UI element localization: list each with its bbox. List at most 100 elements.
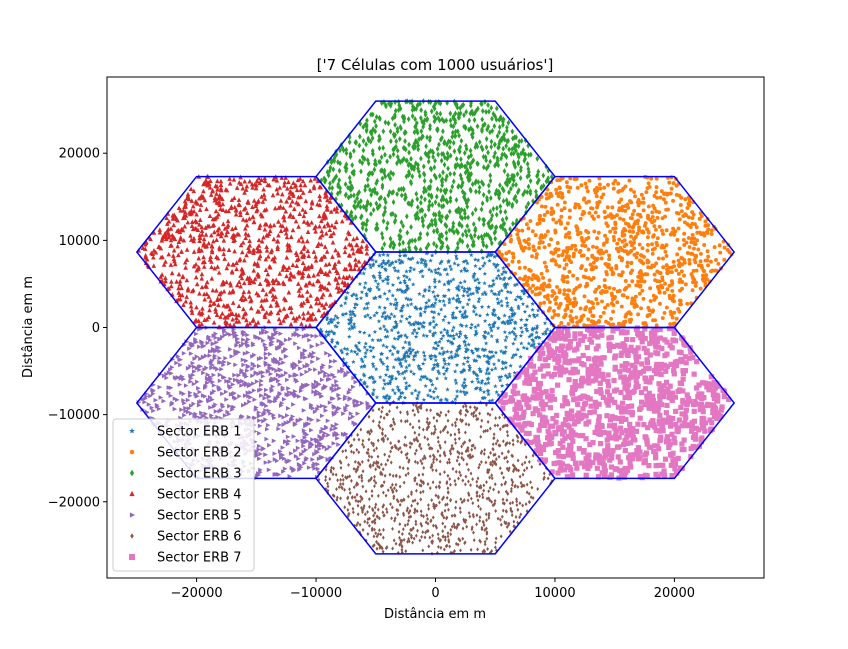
data-point xyxy=(536,168,541,175)
data-point xyxy=(418,269,423,274)
data-point xyxy=(343,181,348,188)
data-point xyxy=(238,343,244,349)
data-point xyxy=(479,380,484,385)
data-point xyxy=(596,230,601,235)
data-point xyxy=(612,286,616,291)
data-point xyxy=(479,206,484,213)
data-point xyxy=(429,178,433,185)
data-point xyxy=(424,244,429,251)
data-point xyxy=(504,295,509,301)
data-point xyxy=(250,184,255,190)
data-point xyxy=(448,198,453,205)
data-point xyxy=(308,367,313,372)
data-point xyxy=(381,144,386,151)
data-point xyxy=(531,312,537,317)
data-point xyxy=(507,146,511,153)
data-point xyxy=(283,337,289,343)
data-point xyxy=(650,242,655,247)
data-point xyxy=(543,294,547,299)
data-point xyxy=(672,310,677,315)
data-point xyxy=(465,301,470,307)
data-point xyxy=(327,400,333,405)
data-point xyxy=(283,370,289,376)
data-point xyxy=(480,116,485,123)
data-point xyxy=(230,316,236,322)
data-point xyxy=(220,196,225,202)
data-point xyxy=(282,439,288,445)
data-point xyxy=(312,176,318,181)
data-point xyxy=(448,349,454,355)
data-point xyxy=(224,279,229,285)
data-point xyxy=(404,269,409,274)
data-point xyxy=(353,261,358,267)
data-point xyxy=(423,263,428,269)
data-point xyxy=(211,320,217,325)
data-point xyxy=(357,281,363,286)
data-point xyxy=(646,265,651,270)
data-point xyxy=(417,173,422,180)
data-point xyxy=(191,401,196,407)
data-point xyxy=(288,321,294,327)
data-point xyxy=(315,461,321,467)
data-point xyxy=(639,253,644,258)
data-point xyxy=(627,310,632,315)
data-point xyxy=(482,395,488,400)
data-point xyxy=(271,176,276,182)
data-point xyxy=(611,309,616,314)
data-point xyxy=(262,207,267,213)
data-point xyxy=(637,270,642,275)
data-point xyxy=(613,220,618,225)
data-point xyxy=(484,353,490,359)
data-point xyxy=(437,172,442,179)
data-point xyxy=(574,225,579,230)
data-point xyxy=(223,187,229,192)
data-point xyxy=(652,272,657,277)
data-point xyxy=(263,452,268,457)
data-point xyxy=(486,359,491,364)
data-point xyxy=(664,263,669,268)
data-point xyxy=(609,267,614,272)
data-point xyxy=(465,355,471,360)
data-point xyxy=(528,268,533,273)
data-point xyxy=(207,307,212,313)
data-point xyxy=(142,399,147,405)
data-point xyxy=(271,357,276,363)
data-point xyxy=(400,113,405,120)
data-point xyxy=(504,232,509,239)
data-point xyxy=(331,330,337,335)
data-point xyxy=(659,283,664,288)
data-point xyxy=(502,313,507,318)
data-point xyxy=(410,255,415,261)
data-point xyxy=(319,436,324,442)
data-point xyxy=(331,403,337,409)
data-point xyxy=(391,364,397,370)
data-point xyxy=(487,356,492,361)
data-point xyxy=(424,300,429,305)
data-point xyxy=(407,383,412,388)
data-point xyxy=(533,292,538,297)
data-point xyxy=(669,282,674,287)
data-point xyxy=(267,351,273,357)
data-point xyxy=(416,165,420,172)
data-point xyxy=(197,344,202,350)
data-point xyxy=(608,212,613,217)
data-point xyxy=(352,313,358,318)
data-point xyxy=(628,199,632,204)
data-point xyxy=(493,291,498,297)
data-point xyxy=(232,204,238,210)
data-point xyxy=(570,243,575,248)
data-point xyxy=(280,385,286,391)
data-point xyxy=(474,285,479,290)
data-point xyxy=(263,408,268,413)
data-point xyxy=(333,175,337,182)
data-point xyxy=(365,157,370,164)
data-point xyxy=(408,256,414,262)
data-point xyxy=(262,178,268,184)
data-point xyxy=(520,149,525,156)
data-point xyxy=(348,411,354,416)
data-point xyxy=(290,214,296,219)
data-point xyxy=(208,360,214,366)
data-point xyxy=(297,467,302,472)
data-point xyxy=(177,281,183,287)
data-point xyxy=(668,309,673,314)
